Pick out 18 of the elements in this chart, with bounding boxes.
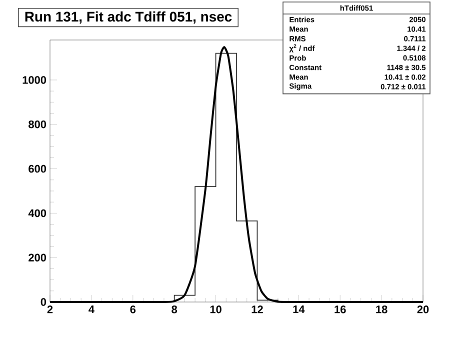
x-tick-label: 2 — [47, 306, 53, 314]
x-tick-label: 14 — [293, 306, 305, 314]
x-tick-label: 8 — [172, 306, 178, 314]
chart-title: Run 131, Fit adc Tdiff 051, nsec — [25, 11, 232, 24]
x-tick-label: 10 — [210, 306, 222, 314]
y-tick-label: 600 — [28, 164, 46, 173]
x-tick-label: 12 — [252, 306, 263, 314]
y-tick-label: 400 — [28, 209, 46, 218]
x-tick-label: 20 — [417, 306, 429, 314]
y-tick-label: 0 — [40, 298, 46, 306]
x-tick-label: 16 — [334, 306, 346, 314]
line-series — [49, 46, 424, 304]
x-tick-label: 18 — [376, 306, 388, 314]
x-tick-label: 6 — [130, 306, 136, 314]
y-tick-label: 200 — [28, 254, 46, 262]
y-tick-label: 1000 — [22, 76, 46, 84]
y-tick-label: 800 — [28, 120, 46, 128]
x-tick-label: 4 — [88, 306, 94, 314]
